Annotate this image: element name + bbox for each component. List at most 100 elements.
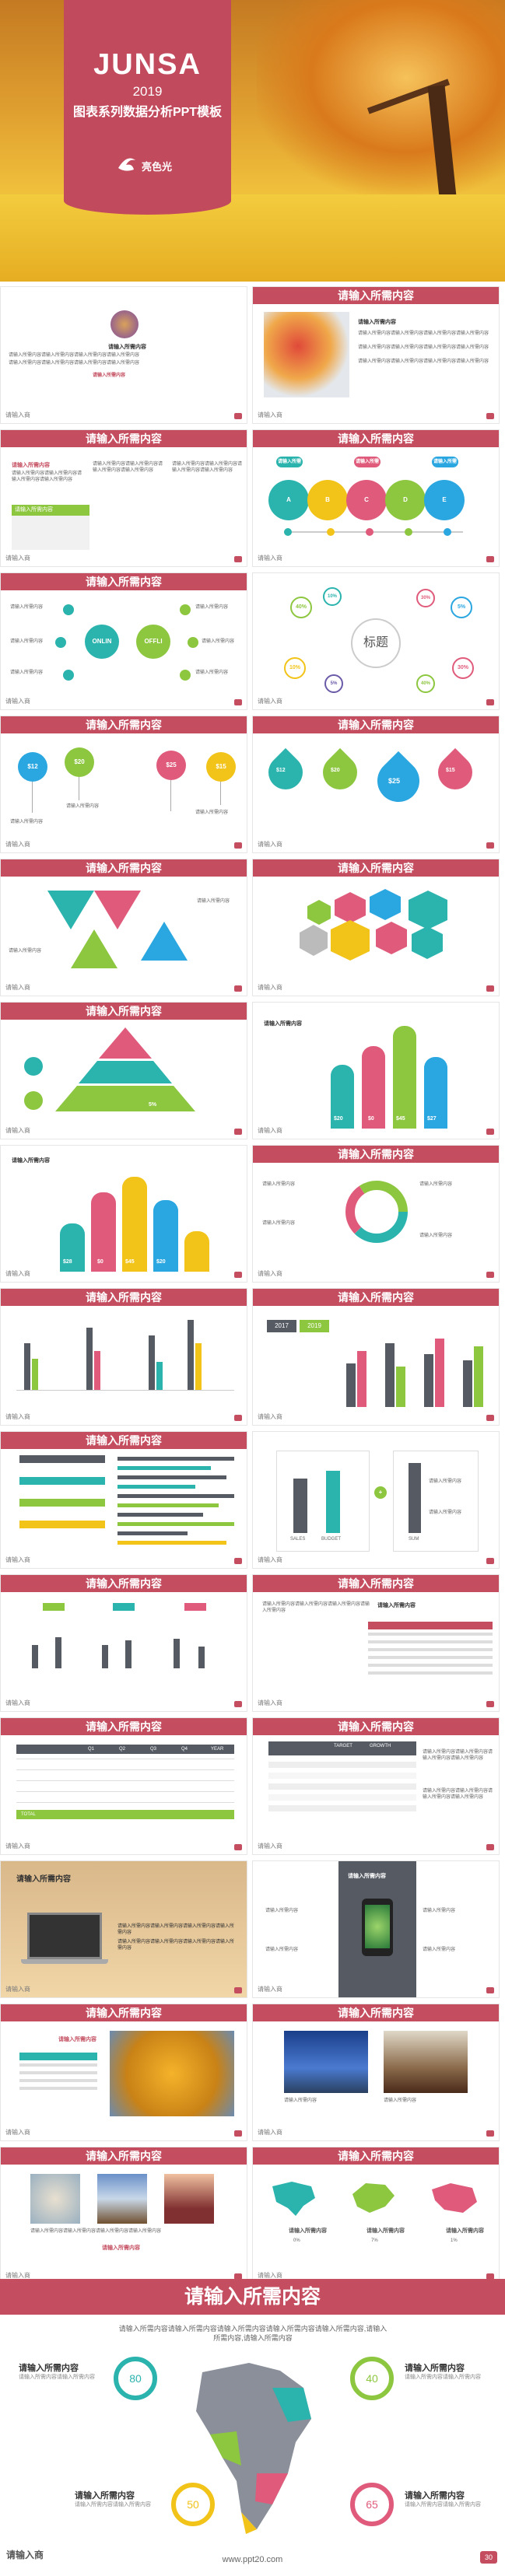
slide-phone[interactable]: 请输入所需内容 请输入所需内容 请输入所需内容 请输入所需内容 请输入所需内容 … <box>252 1860 500 1998</box>
table-row <box>19 2063 97 2067</box>
slide-laptop[interactable]: 请输入所需内容 请输入所需内容请输入所需内容请输入所需内容请输入所需内容 请输入… <box>0 1860 247 1998</box>
timeline-dot <box>405 528 412 536</box>
stripe-header <box>19 1499 105 1507</box>
slide-data-table[interactable]: 请输入所需内容 请输入所需内容请输入所需内容请输入所需内容请输入所需内容 请输入… <box>252 1574 500 1712</box>
footer-logo: 请输入商 <box>258 2272 282 2279</box>
slide-title: 请输入所需内容 <box>1 716 247 733</box>
slide-pill-bars[interactable]: 请输入所需内容 $20 $0 $45 $27 请输入商 <box>252 1002 500 1139</box>
page-number-badge <box>234 985 242 992</box>
plus-icon[interactable]: + <box>374 1486 387 1499</box>
slide-title: 请输入所需内容 <box>253 859 499 877</box>
pill-value: $20 <box>334 1116 343 1122</box>
page-number-badge <box>234 2273 242 2280</box>
final-label-2: 请输入所需内容 <box>405 2364 465 2373</box>
year-bar <box>346 1363 356 1407</box>
table-header-row <box>368 1622 493 1629</box>
photos-link[interactable]: 请输入所需内容 <box>102 2245 140 2251</box>
cover-slide[interactable]: JUNSA 2019 图表系列数据分析PPT模板 亮色光 <box>0 0 505 282</box>
col-q2: Q2 <box>119 1747 126 1752</box>
slide-leaf-photo[interactable]: 请输入所需内容 请输入所需内容 请输入所需内容请输入所需内容请输入所需内容请输入… <box>252 286 500 424</box>
small-dot <box>180 670 191 681</box>
ring-80: 80 <box>114 2357 157 2400</box>
phone-left-text: 请输入所需内容 <box>265 1948 299 1952</box>
profile-text-2: 请输入所需内容请输入所需内容请输入所需内容请输入所需内容 <box>9 361 140 366</box>
thin-bar <box>32 1359 38 1390</box>
slide-stripe-bars[interactable]: 请输入所需内容 请输入商 <box>0 1431 247 1569</box>
chain-tag-5: 请输入所需内容 <box>432 457 458 475</box>
page-number-badge <box>486 413 494 419</box>
slide-landscape-photos[interactable]: 请输入所需内容 请输入所需内容 请输入所需内容 请输入商 <box>252 2004 500 2141</box>
box-heading-1: 请输入所需内容 <box>12 463 50 468</box>
footer-logo: 请输入商 <box>5 1556 30 1563</box>
slide-hexagons[interactable]: 请输入所需内容 请输入商 <box>252 859 500 996</box>
stat-circle: 5% <box>324 674 343 693</box>
slide-title: 请输入所需内容 <box>253 2147 499 2165</box>
slide-pill-bars-2[interactable]: 请输入所需内容 $28 $0 $45 $20 请输入商 <box>0 1145 247 1283</box>
balloon-green: $20 <box>65 747 94 777</box>
donut-caption: 请输入所需内容 <box>262 1182 296 1187</box>
table-row <box>19 2071 97 2074</box>
year-bar <box>424 1354 433 1407</box>
slide-triangles[interactable]: 请输入所需内容 请输入所需内容 请输入所需内容 请输入商 <box>0 859 247 996</box>
slide-africa-map[interactable]: 请输入所需内容 请输入所需内容请输入所需内容请输入所需内容请输入所需内容请输入所… <box>0 2279 505 2576</box>
sum-caption: 请输入所需内容 <box>429 1510 462 1515</box>
pill-bar-1 <box>60 1223 85 1272</box>
slide-quarter-table[interactable]: 请输入所需内容 Q1 Q2 Q3 Q4 YEAR TOTAL 请输入商 <box>0 1717 247 1855</box>
slide-title: 请输入所需内容 <box>253 430 499 447</box>
sales-label: SALES <box>290 1537 306 1542</box>
footer-logo: 请输入商 <box>258 555 282 562</box>
footer-logo: 请输入商 <box>5 555 30 562</box>
pill-bar-3 <box>393 1026 416 1129</box>
profile-link[interactable]: 请输入所需内容 <box>93 373 126 378</box>
footer-logo: 请输入商 <box>5 2272 30 2279</box>
footer-logo: 请输入商 <box>5 1270 30 1277</box>
night-photo <box>284 2031 368 2093</box>
slide-title: 请输入所需内容 <box>1 430 247 447</box>
slide-donut[interactable]: 请输入所需内容 请输入所需内容 请输入所需内容 请输入所需内容 请输入所需内容 … <box>252 1145 500 1283</box>
profile-label: 请输入所需内容 <box>108 345 146 350</box>
slide-circle-chain[interactable]: 请输入所需内容 A B C D E 请输入所需内容 请输入所需内容 请输入所需内… <box>252 429 500 567</box>
stripe-bar <box>117 1485 195 1489</box>
laptop-screen <box>27 1913 102 1959</box>
slide-text-boxes[interactable]: 请输入所需内容 请输入所需内容 请输入所需内容请输入所需内容请输入所需内容请输入… <box>0 429 247 567</box>
balloon-string <box>220 782 221 805</box>
year-bar <box>357 1351 366 1407</box>
slide-maps[interactable]: 请输入所需内容 请输入所需内容 请输入所需内容 请输入所需内容 0% 7% 1%… <box>252 2147 500 2284</box>
slide-sales-budget[interactable]: SALES BUDGET + SUM 请输入所需内容 请输入所需内容 请输入商 <box>252 1431 500 1569</box>
table-row <box>268 1794 416 1801</box>
timeline-dot <box>327 528 335 536</box>
slide-online-offline[interactable]: 请输入所需内容 ONLIN OFFLI 请输入所需内容 请输入所需内容 请输入所… <box>0 572 247 710</box>
asia-map-icon <box>432 2183 477 2213</box>
slide-title: 请输入所需内容 <box>1 1718 247 1735</box>
slide-pyramid[interactable]: 请输入所需内容 5% 请输入商 <box>0 1002 247 1139</box>
page-number-badge <box>234 1272 242 1278</box>
slide-balloons[interactable]: 请输入所需内容 $12 $20 $25 $15 请输入所需内容 请输入所需内容 … <box>0 716 247 853</box>
footer-logo: 请输入商 <box>5 2129 30 2136</box>
photo-caption: 请输入所需内容 <box>284 2098 317 2103</box>
footer-logo: 请输入商 <box>258 1127 282 1134</box>
slide-thin-bars[interactable]: 请输入所需内容 请输入商 <box>0 1288 247 1426</box>
slide-target-table[interactable]: 请输入所需内容 TARGET GROWTH 请输入所需内容请输入所需内容请输入所… <box>252 1717 500 1855</box>
slide-title: 请输入所需内容 <box>1 859 247 877</box>
left-text-2: 请输入所需内容 <box>10 639 44 644</box>
box-text-1: 请输入所需内容请输入所需内容请输入所需内容请输入所需内容 <box>12 471 82 482</box>
slide-small-charts[interactable]: 请输入所需内容 请输入商 <box>0 1574 247 1712</box>
slide-title: 请输入所需内容 <box>1 1432 247 1449</box>
balloon-caption: 请输入所需内容 <box>10 820 44 824</box>
chain-timeline <box>284 531 463 533</box>
slide-profile[interactable]: 请输入所需内容 请输入所需内容请输入所需内容请输入所需内容请输入所需内容 请输入… <box>0 286 247 424</box>
phone-heading: 请输入所需内容 <box>348 1874 386 1879</box>
ring-40: 40 <box>350 2357 394 2400</box>
slide-mindmap[interactable]: 标题 40% 10% 30% 5% 10% 5% 40% 30% 请输入商 <box>252 572 500 710</box>
footer-logo: 请输入商 <box>258 984 282 991</box>
europe-map-icon <box>352 2183 395 2213</box>
slide-drops[interactable]: 请输入所需内容 $12 $20 $25 $15 请输入商 <box>252 716 500 853</box>
mini-bar <box>198 1647 205 1668</box>
slide-three-photos[interactable]: 请输入所需内容 请输入所需内容请输入所需内容请输入所需内容请输入所需内容 请输入… <box>0 2147 247 2284</box>
footer-url[interactable]: www.ppt20.com <box>222 2555 283 2564</box>
slide-year-bars[interactable]: 请输入所需内容 2017 2019 请输入商 <box>252 1288 500 1426</box>
slide-leaf-table[interactable]: 请输入所需内容 请输入所需内容 请输入商 <box>0 2004 247 2141</box>
page-number-badge <box>486 1129 494 1135</box>
table-row <box>368 1640 493 1643</box>
year-tag-2017: 2017 <box>267 1320 296 1332</box>
